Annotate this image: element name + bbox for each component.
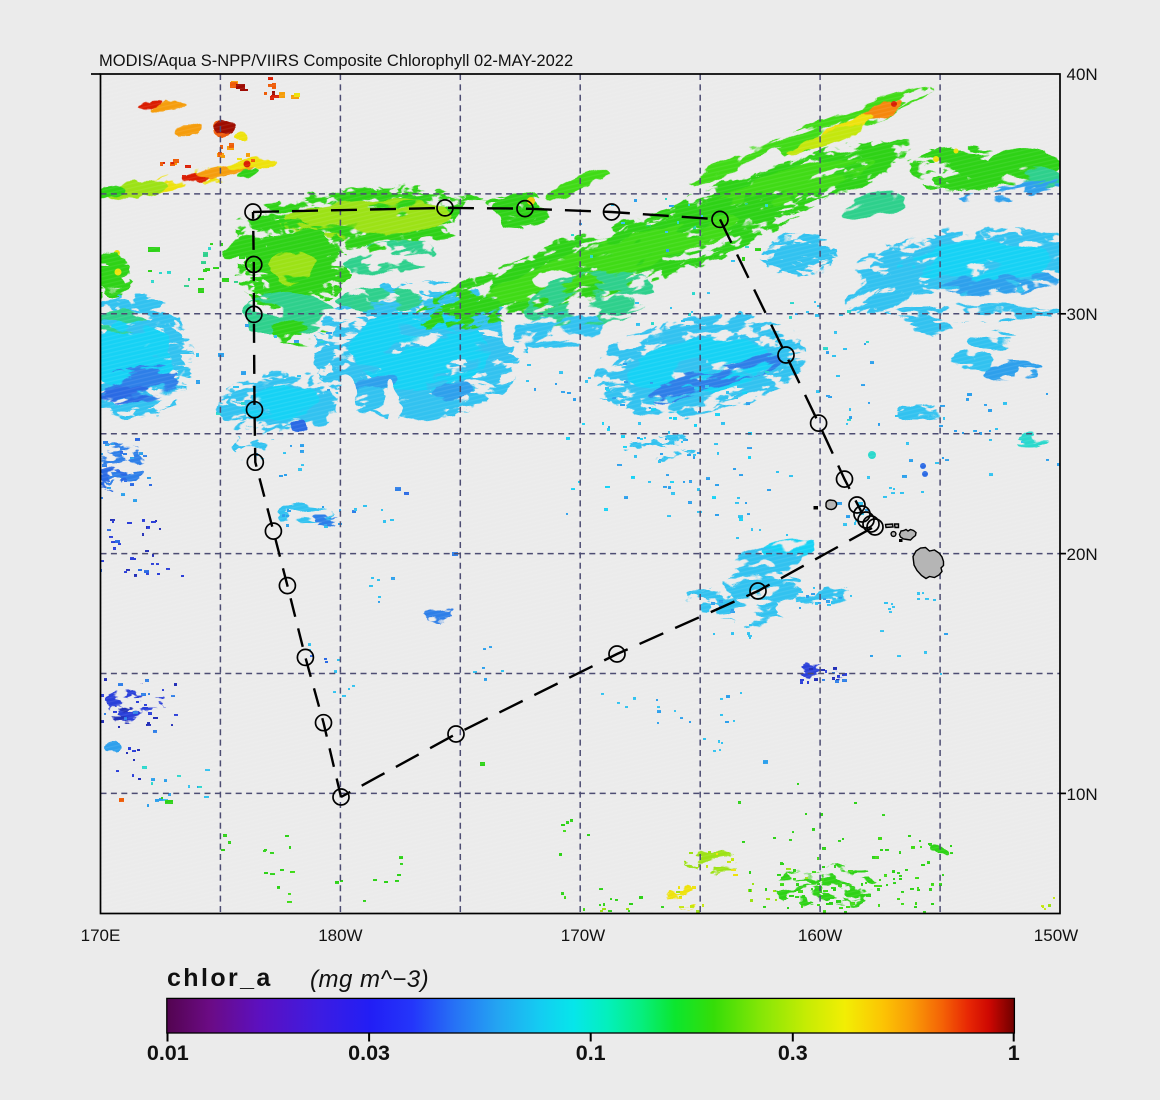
- svg-text:160W: 160W: [798, 926, 842, 945]
- svg-text:180W: 180W: [318, 926, 362, 945]
- svg-text:0.03: 0.03: [348, 1041, 390, 1065]
- svg-text:150W: 150W: [1034, 926, 1078, 945]
- svg-text:30N: 30N: [1067, 305, 1098, 324]
- svg-text:0.01: 0.01: [147, 1041, 189, 1065]
- svg-text:chlor_a: chlor_a: [167, 964, 273, 992]
- svg-text:20N: 20N: [1067, 545, 1098, 564]
- svg-text:40N: 40N: [1067, 65, 1098, 84]
- svg-text:170W: 170W: [561, 926, 605, 945]
- svg-text:0.3: 0.3: [778, 1041, 808, 1065]
- svg-text:(mg m^−3): (mg m^−3): [310, 966, 429, 993]
- svg-text:170E: 170E: [81, 926, 121, 945]
- svg-text:10N: 10N: [1067, 785, 1098, 804]
- svg-text:1: 1: [1008, 1041, 1020, 1065]
- svg-text:0.1: 0.1: [576, 1041, 606, 1065]
- svg-text:MODIS/Aqua S-NPP/VIIRS Composi: MODIS/Aqua S-NPP/VIIRS Composite Chlorop…: [99, 52, 573, 70]
